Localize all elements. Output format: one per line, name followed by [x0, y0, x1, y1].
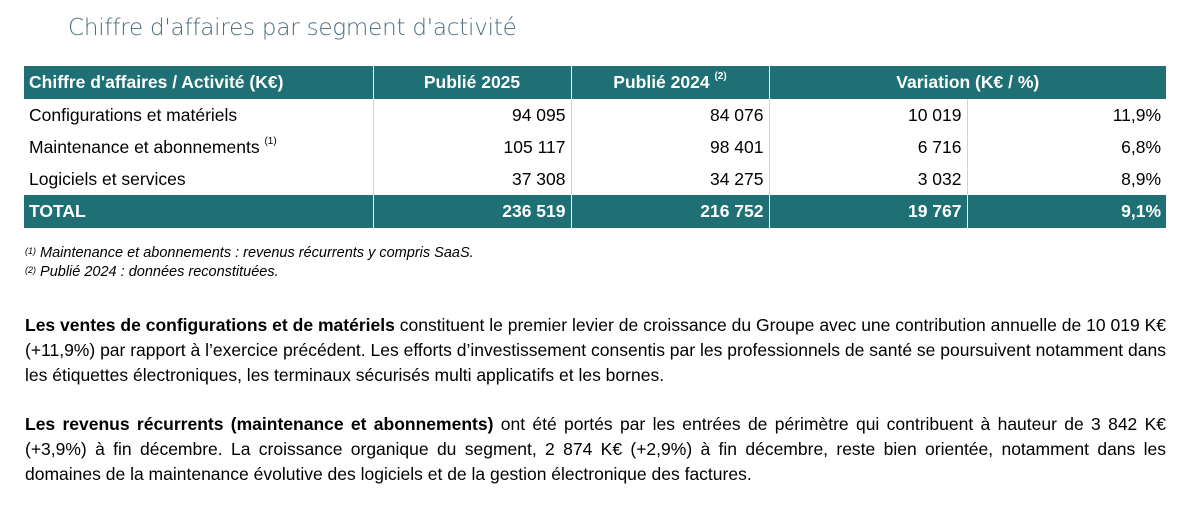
header-published-2024: Publié 2024 (2): [571, 66, 770, 99]
total-variation-k: 19 767: [769, 195, 968, 228]
cell-2024: 98 401: [571, 131, 770, 163]
footnote-ref-2: (2): [714, 71, 727, 82]
header-published-2025: Publié 2025: [373, 66, 572, 99]
footnote-2: (2) Publié 2024 : données reconstituées.: [25, 263, 474, 282]
footnote-text: Publié 2024 : données reconstituées.: [40, 264, 279, 280]
paragraph-body: ont été portés par les entrées de périmè…: [25, 414, 1167, 484]
total-label: TOTAL: [24, 195, 374, 228]
paragraph-lead: Les revenus récurrents (maintenance et a…: [25, 414, 494, 434]
table-total-row: TOTAL 236 519 216 752 19 767 9,1%: [24, 195, 1167, 228]
page-title: Chiffre d'affaires par segment d'activit…: [68, 15, 517, 41]
cell-2025: 105 117: [373, 131, 572, 163]
cell-variation-pct: 8,9%: [1121, 168, 1162, 189]
header-variation: Variation (K€ / %): [769, 66, 1167, 99]
paragraph-body: constituent le premier levier de croissa…: [25, 315, 1166, 385]
header-published-2024-label: Publié 2024: [613, 72, 710, 92]
row-label: Logiciels et services: [24, 163, 374, 195]
cell-variation-k: 3 032: [769, 163, 968, 195]
footnote-text: Maintenance et abonnements : revenus réc…: [40, 245, 474, 261]
cell-2025: 37 308: [373, 163, 572, 195]
row-label: Configurations et matériels: [24, 99, 374, 131]
cell-2024: 34 275: [571, 163, 770, 195]
footnotes: (1) Maintenance et abonnements : revenus…: [25, 244, 474, 282]
footnote-1: (1) Maintenance et abonnements : revenus…: [25, 244, 474, 263]
cell-2024: 84 076: [571, 99, 770, 131]
footnote-mark: (1): [25, 246, 36, 256]
cell-variation-pct: 11,9%: [1112, 104, 1162, 125]
row-label: Maintenance et abonnements (1): [24, 131, 374, 163]
revenue-table: Chiffre d'affaires / Activité (K€) Publi…: [24, 66, 1167, 228]
table-row: Logiciels et services 37 308 34 275 3 03…: [24, 163, 1166, 195]
cell-2025: 94 095: [373, 99, 572, 131]
total-2025: 236 519: [373, 195, 572, 228]
footnote-ref-1: (1): [264, 135, 277, 147]
paragraph-lead: Les ventes de configurations et de matér…: [25, 315, 395, 335]
table-row: Maintenance et abonnements (1) 105 117 9…: [24, 131, 1166, 163]
table-row: Configurations et matériels 94 095 84 07…: [24, 99, 1166, 131]
table-header-row: Chiffre d'affaires / Activité (K€) Publi…: [24, 66, 1167, 99]
row-label-text: Configurations et matériels: [29, 104, 238, 125]
cell-variation-k: 6 716: [769, 131, 968, 163]
paragraph-hardware: Les ventes de configurations et de matér…: [25, 313, 1166, 388]
total-2024: 216 752: [571, 195, 770, 228]
cell-variation-pct: 6,8%: [1121, 136, 1162, 157]
header-activity: Chiffre d'affaires / Activité (K€): [24, 66, 374, 99]
row-label-text: Maintenance et abonnements: [29, 136, 260, 157]
row-label-text: Logiciels et services: [29, 168, 186, 189]
paragraph-recurring: Les revenus récurrents (maintenance et a…: [25, 412, 1166, 487]
cell-variation-k: 10 019: [769, 99, 968, 131]
total-variation-pct: 9,1%: [967, 195, 1167, 228]
footnote-mark: (2): [25, 265, 36, 275]
